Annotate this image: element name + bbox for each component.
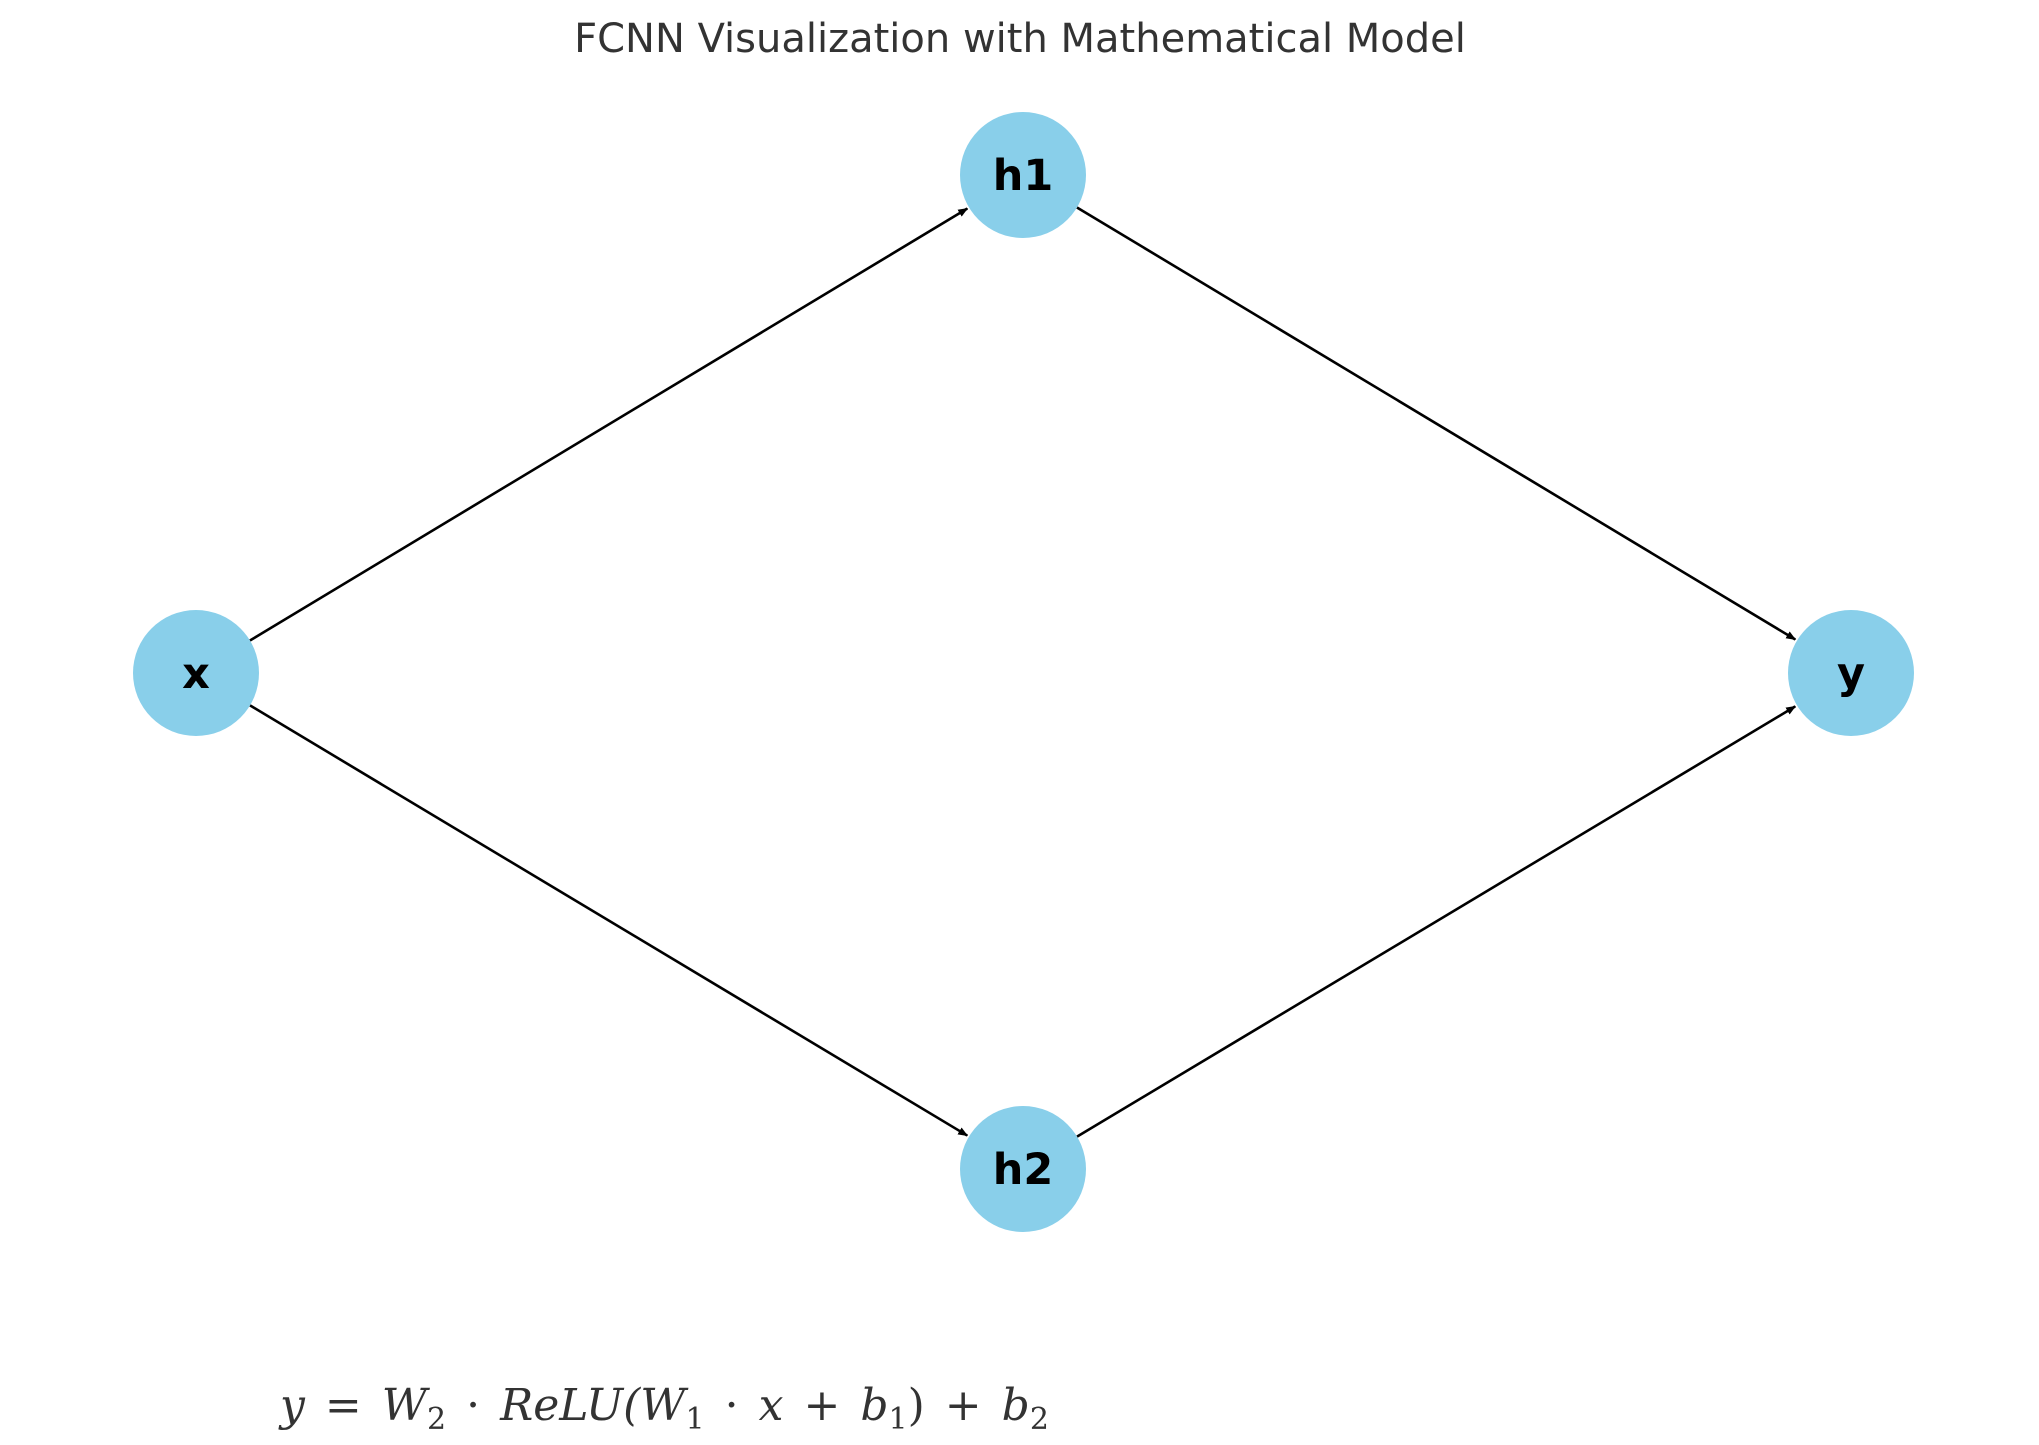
model-formula: y = W2 · ReLU(W1 · x + b1) + b2 (278, 1380, 1049, 1440)
diagram-title: FCNN Visualization with Mathematical Mod… (574, 16, 1466, 62)
formula-close-paren: ) (908, 1380, 925, 1431)
formula-plus-1: + (803, 1380, 840, 1431)
edge-x-to-h1 (249, 207, 969, 642)
edge-h2-to-y (1076, 705, 1797, 1138)
node-h1: h1 (960, 112, 1086, 238)
nodes-group: x h1 h2 y (133, 112, 1914, 1232)
formula-b1-sub: 1 (889, 1402, 908, 1437)
formula-equals: = (325, 1380, 362, 1431)
formula-b1: b (860, 1380, 888, 1431)
edges-group (249, 206, 1797, 1138)
formula-y: y (278, 1380, 306, 1431)
formula-b2: b (1002, 1380, 1030, 1431)
formula-b2-sub: 2 (1030, 1402, 1049, 1437)
node-circle-h2 (960, 1106, 1086, 1232)
node-label-h1: h1 (993, 151, 1054, 201)
formula-w1-sub: 1 (686, 1402, 705, 1437)
node-label-y: y (1837, 649, 1865, 699)
node-circle-x (133, 610, 259, 736)
edge-h1-to-y (1076, 206, 1797, 641)
node-x: x (133, 610, 259, 736)
node-circle-y (1788, 610, 1914, 736)
formula-dot-1: · (466, 1380, 480, 1431)
formula-w1: W (640, 1380, 689, 1431)
edge-x-to-h2 (249, 704, 969, 1137)
formula-dot-2: · (725, 1380, 739, 1431)
formula-x: x (759, 1380, 784, 1431)
formula-relu: ReLU( (499, 1380, 641, 1431)
formula-plus-2: + (945, 1380, 982, 1431)
node-h2: h2 (960, 1106, 1086, 1232)
formula-w2-sub: 2 (427, 1402, 446, 1437)
node-label-x: x (182, 649, 210, 699)
node-circle-h1 (960, 112, 1086, 238)
node-label-h2: h2 (993, 1145, 1054, 1195)
formula-w2: W (382, 1380, 431, 1431)
node-y: y (1788, 610, 1914, 736)
